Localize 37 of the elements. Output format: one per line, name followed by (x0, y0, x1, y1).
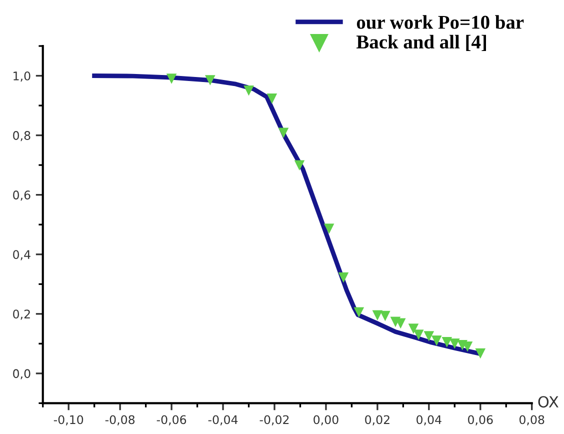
y-tick-label: 0,0 (13, 369, 30, 380)
point (413, 330, 424, 340)
point (354, 307, 364, 318)
x-tick-label: 0,00 (314, 415, 338, 426)
point (266, 94, 278, 104)
y-tick-label: 0,6 (13, 190, 30, 201)
y-tick-label: 0,8 (13, 131, 30, 142)
legend-label: our work Po=10 bar (356, 15, 524, 29)
x-tick-label: 0,08 (519, 415, 544, 426)
point (324, 224, 334, 234)
point (372, 310, 383, 321)
y-tick-label: 1,0 (14, 71, 30, 82)
x-tick-label: -0,04 (208, 415, 238, 426)
x-tick-label: -0,02 (260, 415, 289, 426)
x-tick-label: 0,02 (365, 415, 390, 426)
point (166, 74, 177, 84)
x-tick-label: -0,06 (156, 415, 186, 426)
point (380, 310, 390, 322)
x-tick-label: 0,04 (416, 415, 442, 426)
x-tick-label: 0,06 (468, 415, 493, 426)
legend-label: Back and all [4] (356, 34, 486, 51)
point (431, 336, 442, 346)
point (205, 75, 216, 86)
point (475, 348, 486, 359)
point (294, 160, 305, 171)
x-tick-label: -0,08 (105, 415, 135, 426)
x-axis-title: OX (538, 396, 558, 408)
point (244, 86, 254, 96)
point (278, 128, 289, 138)
point (338, 272, 349, 283)
y-tick-label: 0,2 (13, 310, 30, 320)
x-tick-label: -0,10 (54, 415, 84, 426)
point (449, 338, 460, 349)
point (408, 324, 419, 334)
point (442, 337, 452, 348)
y-tick-label: 0,4 (13, 250, 30, 260)
point (424, 331, 434, 342)
